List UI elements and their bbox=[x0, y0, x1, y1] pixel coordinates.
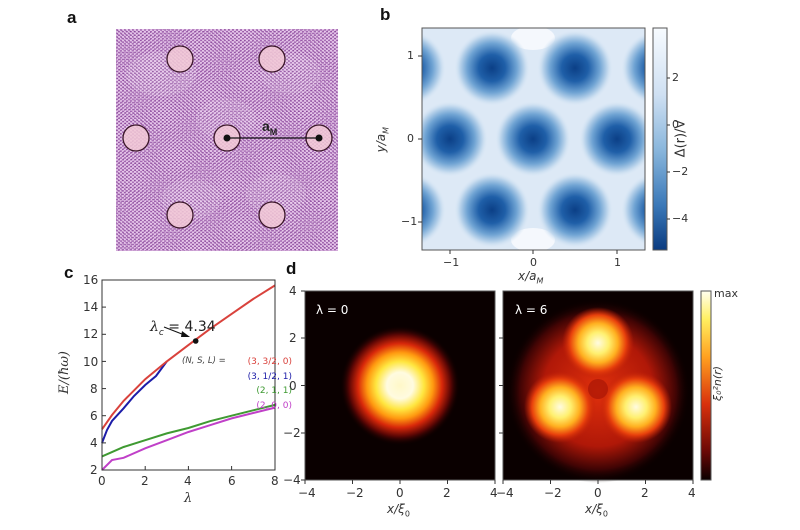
d-ytick-neg2: −2 bbox=[283, 426, 301, 440]
panel-label-c: c bbox=[64, 263, 74, 282]
b-cbar-tick-0: 0 bbox=[672, 118, 679, 131]
c-xtick-8: 8 bbox=[271, 474, 279, 488]
d-right-xlabel: x/ξ0 bbox=[585, 502, 608, 519]
series-2-0-0 bbox=[101, 406, 276, 471]
c-xlabel: λ bbox=[184, 491, 193, 506]
c-ytick-16: 16 bbox=[83, 273, 99, 287]
legend-item-2-0-0: (2, 0, 0) bbox=[256, 400, 292, 411]
panel-label-a: a bbox=[67, 8, 77, 27]
density-heatmap-lambda-0 bbox=[301, 290, 496, 484]
d-right-xtick-neg4: −4 bbox=[496, 486, 514, 500]
d-ytick-4: 4 bbox=[289, 284, 297, 298]
d-left-title: λ = 0 bbox=[316, 303, 349, 317]
c-ylabel: E/(ħω) bbox=[57, 351, 72, 394]
critical-point-marker bbox=[192, 338, 199, 344]
density-heatmap-lambda-6 bbox=[499, 290, 694, 484]
c-ytick-2: 2 bbox=[90, 463, 98, 477]
legend-item-2-1-1: (2, 1, 1) bbox=[256, 386, 292, 396]
b-xlabel: x/aM bbox=[518, 269, 544, 286]
d-right-xtick-2: 2 bbox=[641, 486, 649, 500]
c-ytick-4: 4 bbox=[90, 436, 98, 450]
legend-item-3-3-2-0: (3, 3/2, 0) bbox=[247, 357, 292, 367]
critical-lambda-annotation: λc = 4.34 bbox=[150, 319, 216, 338]
series-2-1-1 bbox=[101, 403, 276, 458]
d-ytick-0: 0 bbox=[289, 379, 297, 393]
series-3-1-2-1 bbox=[101, 360, 168, 444]
energy-line-chart bbox=[101, 279, 276, 471]
c-xtick-4: 4 bbox=[184, 474, 192, 488]
c-xtick-0: 0 bbox=[98, 474, 106, 488]
b-ytick-neg1: −1 bbox=[401, 215, 418, 228]
legend-item-3-1-2-1: (3, 1/2, 1) bbox=[247, 371, 292, 382]
b-colorbar-label: Δ(r)/V bbox=[673, 119, 689, 158]
series-3-3-2-0 bbox=[101, 284, 276, 430]
b-ytick-0: 0 bbox=[407, 132, 414, 145]
d-right-title: λ = 6 bbox=[515, 303, 548, 317]
b-cbar-tick-neg2: −2 bbox=[672, 165, 689, 178]
d-left-xtick-2: 2 bbox=[443, 486, 451, 500]
c-xtick-6: 6 bbox=[228, 474, 236, 488]
d-ytick-neg4: −4 bbox=[283, 473, 301, 487]
lattice-constant-label: aM bbox=[262, 118, 278, 137]
d-colorbar-max: max bbox=[714, 287, 738, 300]
d-ytick-2: 2 bbox=[289, 331, 297, 345]
c-ytick-14: 14 bbox=[83, 300, 99, 314]
d-colorbar-label: ξ₀²n(r) bbox=[711, 365, 725, 402]
c-ytick-10: 10 bbox=[83, 355, 99, 369]
d-right-xtick-0: 0 bbox=[594, 486, 602, 500]
d-right-xtick-4: 4 bbox=[688, 486, 696, 500]
b-ytick-1: 1 bbox=[407, 49, 414, 62]
b-xtick-1: 1 bbox=[614, 256, 621, 269]
legend-prefix: (N, S, L) = bbox=[182, 356, 226, 366]
d-right-xtick-neg2: −2 bbox=[544, 486, 562, 500]
c-ytick-12: 12 bbox=[83, 327, 99, 341]
d-left-xtick-0: 0 bbox=[396, 486, 404, 500]
b-cbar-tick-neg4: −4 bbox=[672, 212, 689, 225]
moire-lattice-image bbox=[116, 29, 338, 251]
b-ylabel: y/aM bbox=[374, 126, 391, 153]
d-left-xtick-4: 4 bbox=[490, 486, 498, 500]
c-ytick-6: 6 bbox=[90, 409, 98, 423]
d-left-xtick-neg2: −2 bbox=[346, 486, 364, 500]
d-left-xlabel: x/ξ0 bbox=[387, 502, 410, 519]
b-xtick-neg1: −1 bbox=[443, 256, 460, 269]
d-colorbar bbox=[700, 290, 712, 481]
d-left-xtick-neg4: −4 bbox=[298, 486, 316, 500]
potential-heatmap bbox=[418, 27, 646, 254]
c-ytick-8: 8 bbox=[90, 382, 98, 396]
b-xtick-0: 0 bbox=[530, 256, 537, 269]
b-colorbar bbox=[652, 27, 670, 251]
panel-label-b: b bbox=[380, 5, 391, 24]
b-cbar-tick-2: 2 bbox=[672, 71, 679, 84]
panel-label-d: d bbox=[286, 259, 297, 278]
aa-site-circles bbox=[122, 45, 333, 229]
legend: (3, 3/2, 0) (3, 1/2, 1) (2, 1, 1) (2, 0,… bbox=[232, 355, 292, 413]
c-xtick-2: 2 bbox=[141, 474, 149, 488]
